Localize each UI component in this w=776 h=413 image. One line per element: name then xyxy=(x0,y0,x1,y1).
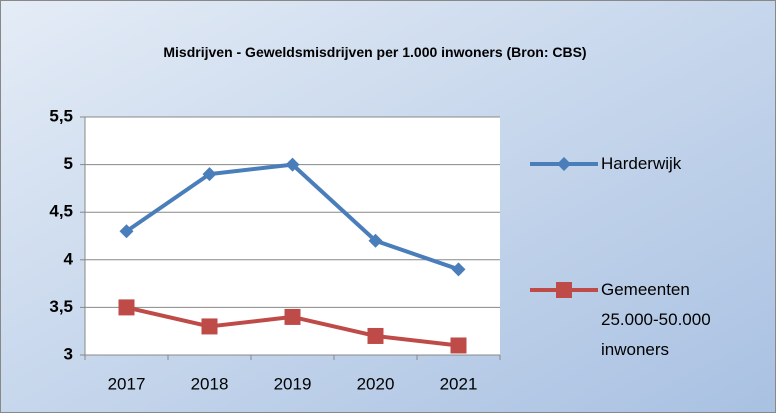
y-tick-label: 4 xyxy=(64,249,74,268)
chart-title: Misdrijven - Geweldsmisdrijven per 1.000… xyxy=(163,44,587,60)
marker xyxy=(557,157,571,171)
marker xyxy=(285,157,300,172)
x-tick-label: 2019 xyxy=(274,374,312,393)
marker xyxy=(556,282,572,298)
legend-label: Gemeenten 25.000-50.000 inwoners xyxy=(601,280,711,359)
marker xyxy=(451,262,466,277)
y-tick-label: 4,5 xyxy=(49,202,73,221)
marker xyxy=(450,337,467,354)
x-tick-label: 2018 xyxy=(191,374,229,393)
legend-label: Harderwijk xyxy=(601,154,682,173)
y-tick-label: 3 xyxy=(64,344,73,363)
y-tick-label: 3,5 xyxy=(49,297,73,316)
x-tick-label: 2021 xyxy=(440,374,478,393)
marker xyxy=(284,308,301,325)
y-tick-label: 5 xyxy=(64,154,73,173)
marker xyxy=(119,224,134,239)
y-tick-label: 5,5 xyxy=(49,106,73,125)
marker xyxy=(118,299,135,316)
x-tick-label: 2017 xyxy=(108,374,146,393)
marker xyxy=(367,327,384,344)
marker xyxy=(368,233,383,248)
x-tick-label: 2020 xyxy=(357,374,395,393)
marker xyxy=(201,318,218,335)
marker xyxy=(202,167,217,182)
